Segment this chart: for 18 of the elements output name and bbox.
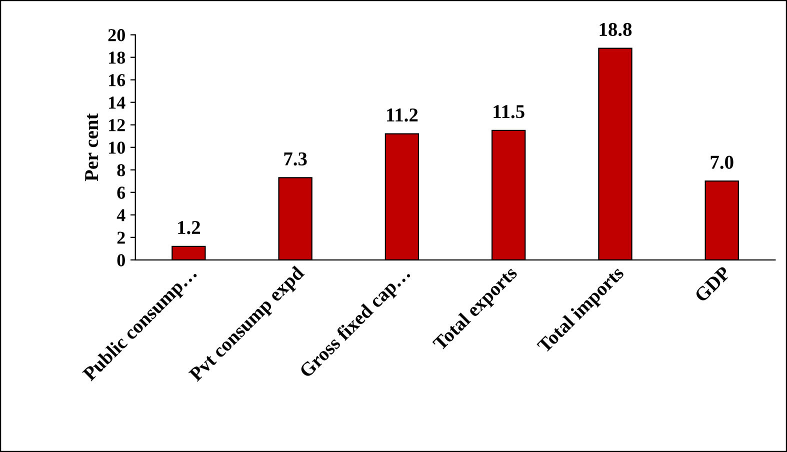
data-label: 11.2 (387, 108, 418, 122)
data-label: 7.3 (284, 152, 307, 166)
y-tick-label: 20 (108, 29, 125, 42)
y-tick-label: 16 (109, 74, 126, 86)
y-tick-label: 10 (109, 142, 125, 154)
y-tick-label: 4 (116, 209, 126, 222)
y-tick-label: 14 (109, 96, 126, 109)
data-label: 1.2 (178, 221, 200, 234)
y-tick-label: 8 (117, 164, 126, 176)
y-axis-title: Per cent (85, 113, 98, 182)
y-tick-label: 18 (109, 52, 126, 64)
data-label: 7.0 (710, 156, 734, 169)
y-tick-label: 6 (117, 186, 126, 199)
data-label: 18.8 (600, 22, 632, 36)
y-tick-label: 2 (117, 232, 125, 244)
data-label: 11.5 (494, 105, 524, 118)
y-tick-label: 0 (117, 254, 125, 266)
y-tick-label: 12 (109, 119, 125, 132)
